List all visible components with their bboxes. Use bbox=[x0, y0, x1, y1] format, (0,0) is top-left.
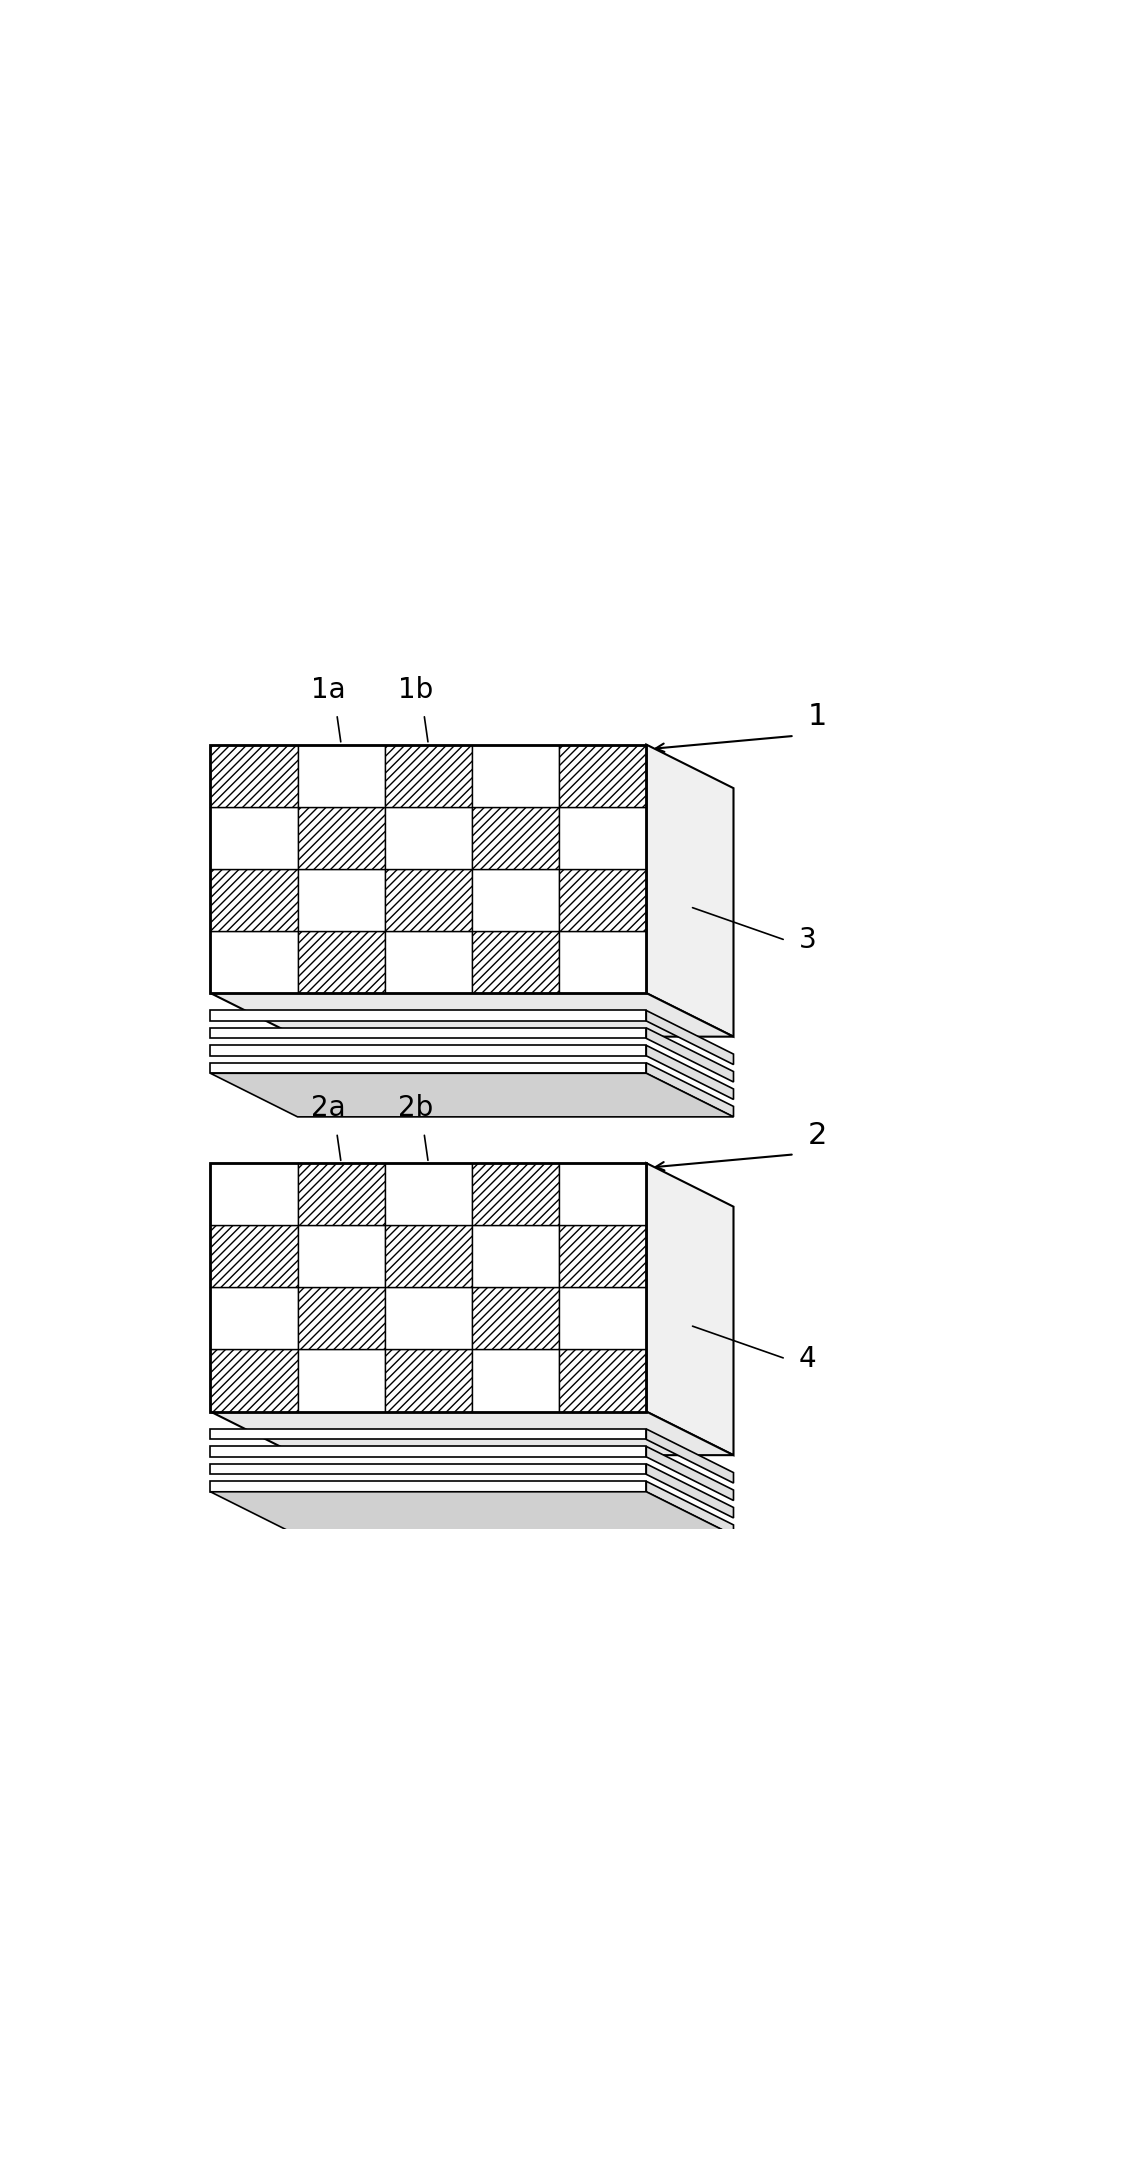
Polygon shape bbox=[210, 994, 734, 1037]
Polygon shape bbox=[297, 1225, 385, 1288]
Polygon shape bbox=[210, 868, 297, 931]
Polygon shape bbox=[646, 1429, 734, 1483]
Polygon shape bbox=[210, 1481, 646, 1492]
Polygon shape bbox=[210, 1492, 734, 1535]
Polygon shape bbox=[472, 868, 559, 931]
Polygon shape bbox=[646, 1063, 734, 1117]
Polygon shape bbox=[297, 931, 385, 994]
Text: 2: 2 bbox=[808, 1121, 827, 1150]
Polygon shape bbox=[210, 1011, 646, 1022]
Polygon shape bbox=[646, 1481, 734, 1535]
Polygon shape bbox=[210, 1225, 297, 1288]
Polygon shape bbox=[385, 1225, 472, 1288]
Polygon shape bbox=[559, 1288, 646, 1349]
Polygon shape bbox=[472, 931, 559, 994]
Polygon shape bbox=[297, 1288, 385, 1349]
Polygon shape bbox=[559, 745, 646, 808]
Polygon shape bbox=[472, 1225, 559, 1288]
Polygon shape bbox=[385, 1349, 472, 1412]
Polygon shape bbox=[646, 1046, 734, 1100]
Text: 3: 3 bbox=[799, 927, 817, 955]
Polygon shape bbox=[646, 745, 734, 1037]
Polygon shape bbox=[210, 1429, 646, 1440]
Polygon shape bbox=[385, 1163, 472, 1225]
Polygon shape bbox=[559, 1349, 646, 1412]
Polygon shape bbox=[385, 931, 472, 994]
Polygon shape bbox=[210, 1288, 297, 1349]
Text: 4: 4 bbox=[799, 1344, 817, 1373]
Text: 2a: 2a bbox=[310, 1093, 345, 1121]
Polygon shape bbox=[559, 1225, 646, 1288]
Polygon shape bbox=[210, 931, 297, 994]
Polygon shape bbox=[297, 808, 385, 868]
Polygon shape bbox=[210, 1028, 646, 1039]
Polygon shape bbox=[297, 745, 385, 808]
Polygon shape bbox=[210, 745, 297, 808]
Text: 1: 1 bbox=[808, 701, 827, 732]
Polygon shape bbox=[385, 868, 472, 931]
Polygon shape bbox=[385, 745, 472, 808]
Polygon shape bbox=[472, 808, 559, 868]
Polygon shape bbox=[559, 931, 646, 994]
Polygon shape bbox=[210, 1046, 646, 1057]
Polygon shape bbox=[385, 808, 472, 868]
Polygon shape bbox=[559, 868, 646, 931]
Polygon shape bbox=[210, 1349, 297, 1412]
Polygon shape bbox=[210, 808, 297, 868]
Polygon shape bbox=[472, 1163, 559, 1225]
Polygon shape bbox=[210, 1163, 297, 1225]
Text: 1b: 1b bbox=[397, 675, 433, 704]
Polygon shape bbox=[210, 1446, 646, 1457]
Polygon shape bbox=[559, 1163, 646, 1225]
Polygon shape bbox=[297, 868, 385, 931]
Polygon shape bbox=[646, 1464, 734, 1518]
Polygon shape bbox=[646, 1163, 734, 1455]
Polygon shape bbox=[646, 1011, 734, 1065]
Polygon shape bbox=[472, 745, 559, 808]
Polygon shape bbox=[646, 1446, 734, 1500]
Polygon shape bbox=[385, 1288, 472, 1349]
Text: 1a: 1a bbox=[310, 675, 345, 704]
Polygon shape bbox=[472, 1288, 559, 1349]
Polygon shape bbox=[559, 808, 646, 868]
Polygon shape bbox=[210, 1412, 734, 1455]
Polygon shape bbox=[210, 1464, 646, 1474]
Polygon shape bbox=[210, 1074, 734, 1117]
Polygon shape bbox=[297, 1163, 385, 1225]
Polygon shape bbox=[297, 1349, 385, 1412]
Text: 2b: 2b bbox=[397, 1093, 433, 1121]
Polygon shape bbox=[646, 1028, 734, 1082]
Polygon shape bbox=[210, 1063, 646, 1074]
Polygon shape bbox=[472, 1349, 559, 1412]
